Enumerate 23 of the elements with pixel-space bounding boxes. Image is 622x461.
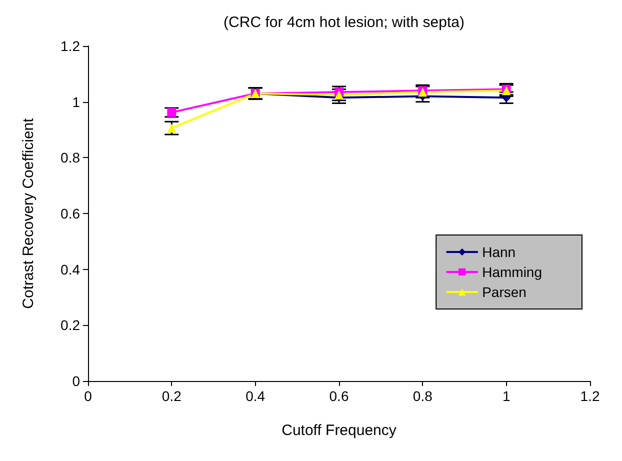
y-tick-label: 1.2	[60, 38, 80, 54]
x-tick-label: 0.2	[162, 388, 182, 404]
x-tick-label: 0.6	[329, 388, 349, 404]
point	[334, 90, 344, 100]
x-tick-label: 0	[84, 388, 92, 404]
x-axis-title: Cutoff Frequency	[282, 422, 397, 439]
x-tick-label: 0.4	[246, 388, 266, 404]
legend-label: Hann	[482, 244, 516, 260]
x-tick-label: 0.8	[412, 388, 433, 404]
x-tick-label: 1.2	[580, 388, 600, 404]
y-tick-label: 0.6	[60, 206, 80, 222]
point	[167, 108, 176, 117]
chart-title: (CRC for 4cm hot lesion; with septa)	[224, 14, 464, 31]
y-tick-label: 0.4	[60, 261, 80, 278]
y-tick-label: 0.8	[60, 150, 80, 166]
point	[167, 124, 176, 133]
legend-label: Parsen	[482, 284, 526, 300]
x-tick-label: 1	[502, 388, 510, 404]
y-tick-label: 0.2	[60, 317, 80, 334]
y-tick-label: 0	[72, 373, 80, 389]
legend-label: Hamming	[482, 264, 542, 280]
y-tick-label: 1	[72, 94, 80, 110]
y-axis-title: Cotrast Recovery Coefficient	[20, 117, 37, 309]
